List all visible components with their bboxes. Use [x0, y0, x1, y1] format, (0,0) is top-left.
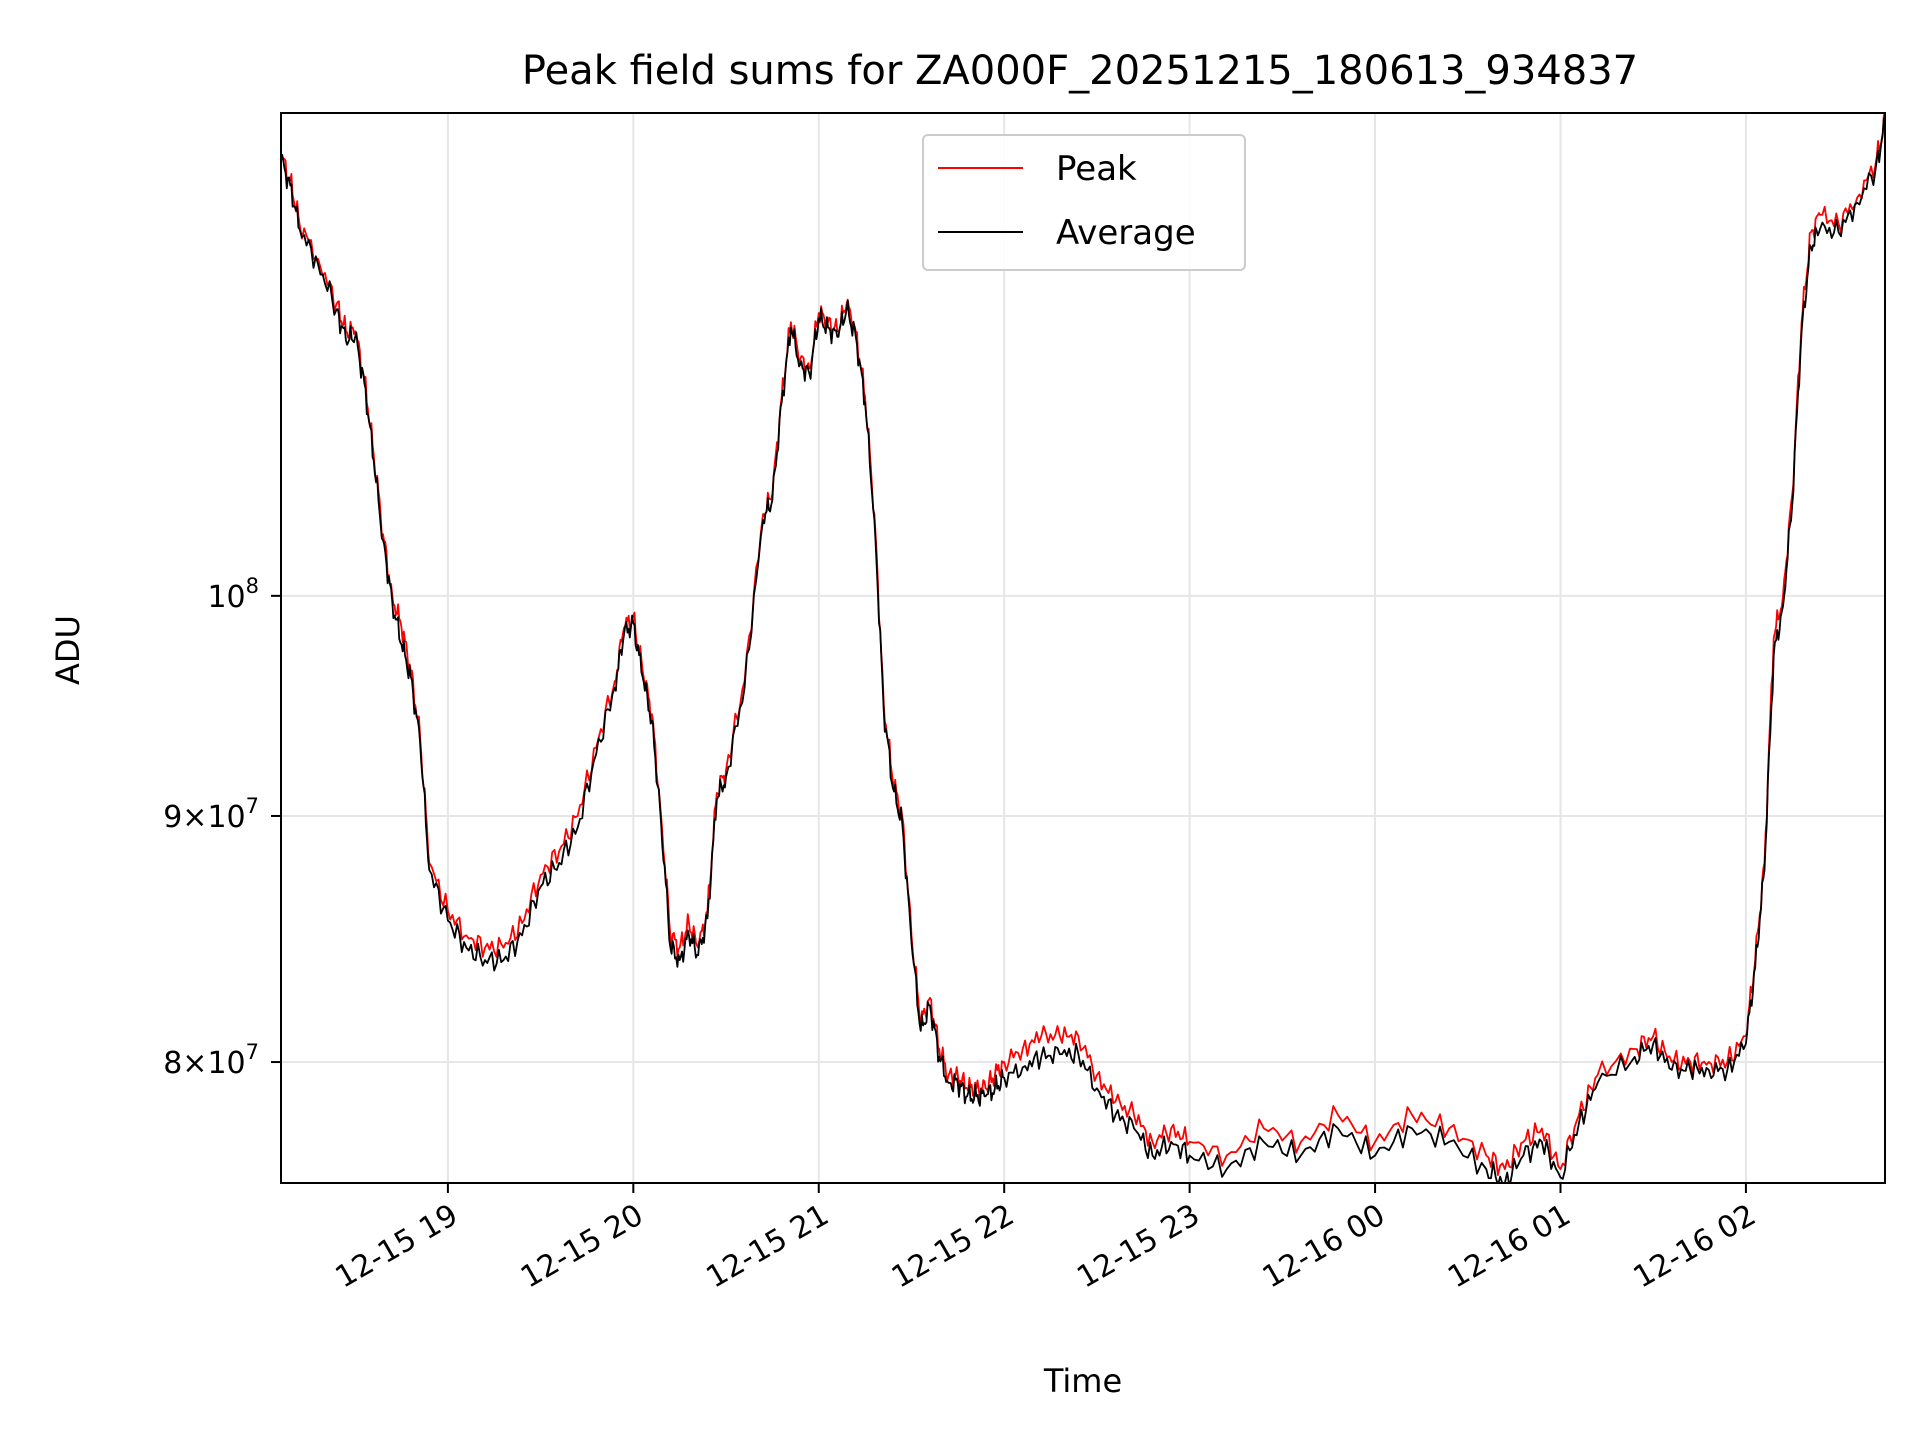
legend: Peak Average	[922, 134, 1246, 271]
legend-label-peak: Peak	[1056, 149, 1137, 189]
series-layer	[281, 114, 1885, 1183]
series-line-average	[281, 117, 1885, 1183]
y-tick-label: 108	[207, 574, 259, 615]
y-tick-label: 8×107	[163, 1040, 259, 1081]
y-tick-label: 9×107	[163, 794, 259, 835]
y-axis-label: ADU	[49, 615, 87, 685]
plot-frame	[280, 112, 1886, 1184]
y-axis: 8×107 9×107 108	[163, 574, 281, 1081]
chart-title: Peak field sums for ZA000F_20251215_1806…	[522, 48, 1638, 94]
x-axis-label: Time	[1043, 1362, 1122, 1400]
legend-label-average: Average	[1056, 213, 1196, 253]
grid-lines	[281, 113, 1885, 1183]
